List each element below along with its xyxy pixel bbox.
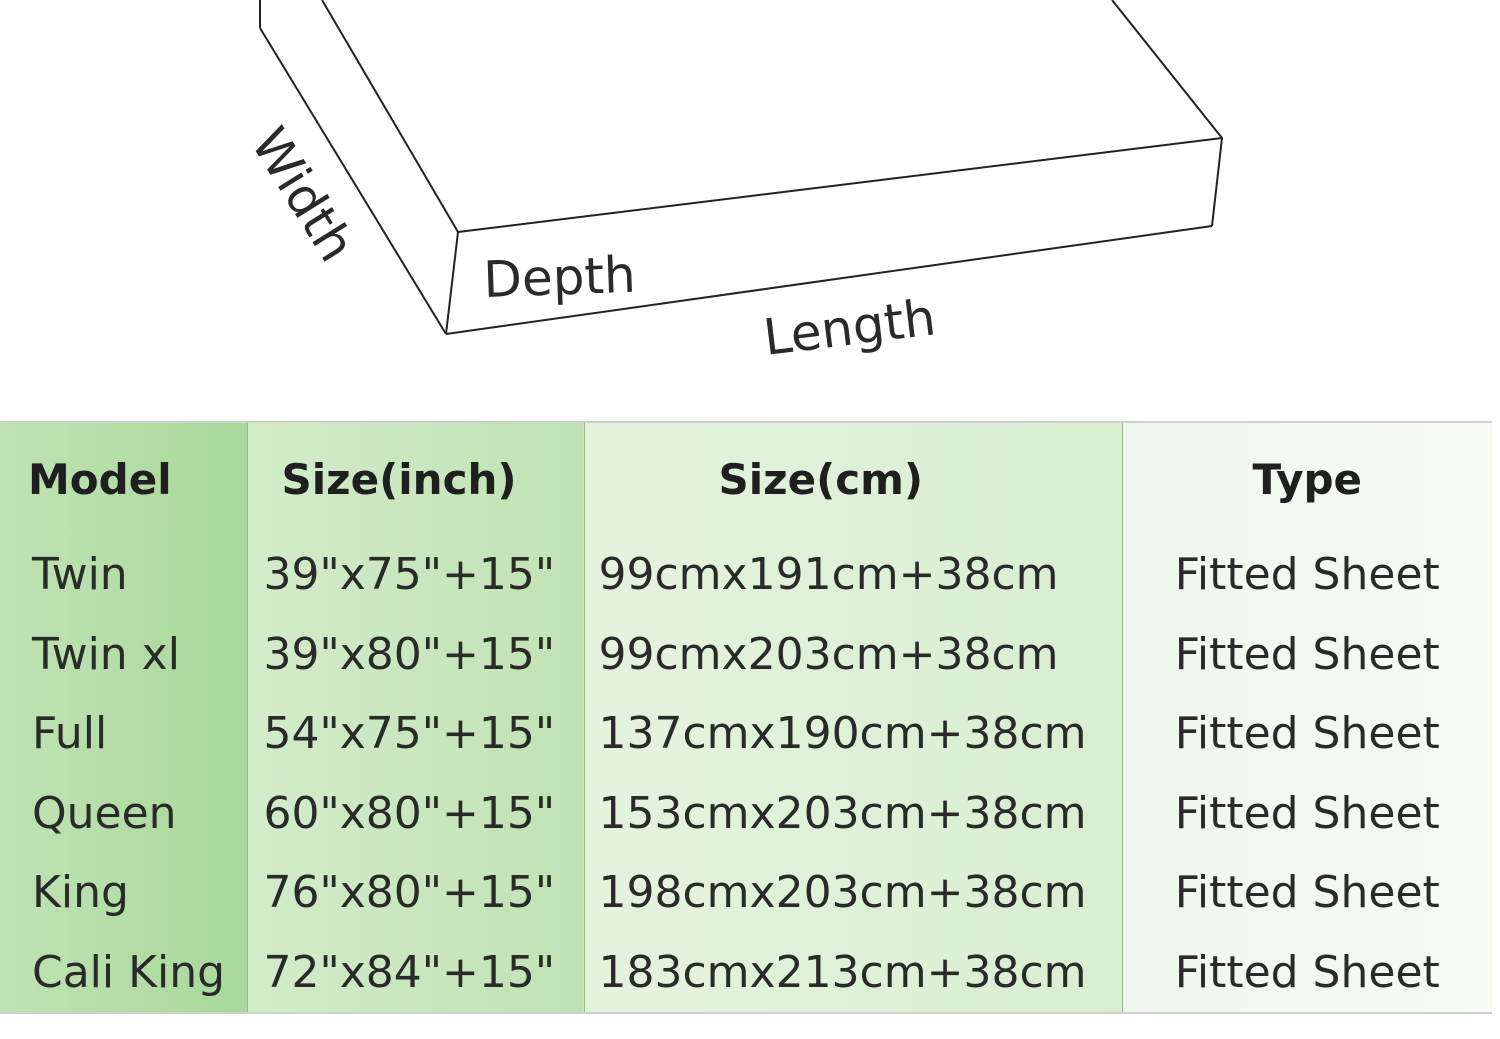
type-cell: Fitted Sheet <box>1121 693 1492 774</box>
model-cell: King <box>0 852 247 933</box>
type-cell: Fitted Sheet <box>1121 852 1492 933</box>
size-cm-cell: 137cmx190cm+38cm <box>583 693 1122 774</box>
header-model: Model <box>0 422 247 535</box>
size-cm-cell: 153cmx203cm+38cm <box>583 773 1122 853</box>
type-cell: Fitted Sheet <box>1121 614 1492 694</box>
header-type: Type <box>1121 422 1492 535</box>
width-label: Width <box>240 118 366 272</box>
size-inch-cell: 39"x80"+15" <box>246 614 584 694</box>
size-inch-cell: 72"x84"+15" <box>246 932 584 1013</box>
model-cell: Twin <box>0 535 247 615</box>
size-cm-cell: 198cmx203cm+38cm <box>583 852 1122 933</box>
side-edge-bottom <box>259 27 447 335</box>
front-left-vertical <box>445 231 459 335</box>
table-row: King 76"x80"+15" 198cmx203cm+38cm Fitted… <box>0 852 1492 933</box>
size-cm-cell: 99cmx203cm+38cm <box>583 614 1122 694</box>
type-cell: Fitted Sheet <box>1121 932 1492 1013</box>
depth-label: Depth <box>482 246 636 309</box>
table-row: Full 54"x75"+15" 137cmx190cm+38cm Fitted… <box>0 693 1492 774</box>
model-cell: Full <box>0 693 247 774</box>
type-cell: Fitted Sheet <box>1121 535 1492 615</box>
size-inch-cell: 54"x75"+15" <box>246 693 584 774</box>
model-cell: Twin xl <box>0 614 247 694</box>
size-inch-cell: 60"x80"+15" <box>246 773 584 853</box>
size-inch-cell: 76"x80"+15" <box>246 852 584 933</box>
header-size-inch: Size(inch) <box>246 422 584 535</box>
model-cell: Queen <box>0 773 247 853</box>
table-row: Queen 60"x80"+15" 153cmx203cm+38cm Fitte… <box>0 773 1492 853</box>
front-bottom-edge <box>445 225 1213 335</box>
table-row: Cali King 72"x84"+15" 183cmx213cm+38cm F… <box>0 932 1492 1013</box>
size-cm-cell: 99cmx191cm+38cm <box>583 535 1122 615</box>
size-chart-table: Model Size(inch) Size(cm) Type Twin 39"x… <box>0 421 1492 1014</box>
table-row: Twin xl 39"x80"+15" 99cmx203cm+38cm Fitt… <box>0 614 1492 694</box>
header-size-cm: Size(cm) <box>583 422 1122 535</box>
length-label: Length <box>760 288 938 367</box>
mattress-dimension-diagram: Width Depth Length <box>240 0 1223 367</box>
model-cell: Cali King <box>0 932 247 1013</box>
front-right-vertical <box>1211 137 1223 227</box>
top-face-edge <box>321 0 1223 233</box>
mattress-outline <box>259 0 1223 335</box>
type-cell: Fitted Sheet <box>1121 773 1492 853</box>
size-cm-cell: 183cmx213cm+38cm <box>583 932 1122 1013</box>
table-header-row: Model Size(inch) Size(cm) Type <box>0 422 1492 535</box>
table-row: Twin 39"x75"+15" 99cmx191cm+38cm Fitted … <box>0 535 1492 615</box>
size-inch-cell: 39"x75"+15" <box>246 535 584 615</box>
